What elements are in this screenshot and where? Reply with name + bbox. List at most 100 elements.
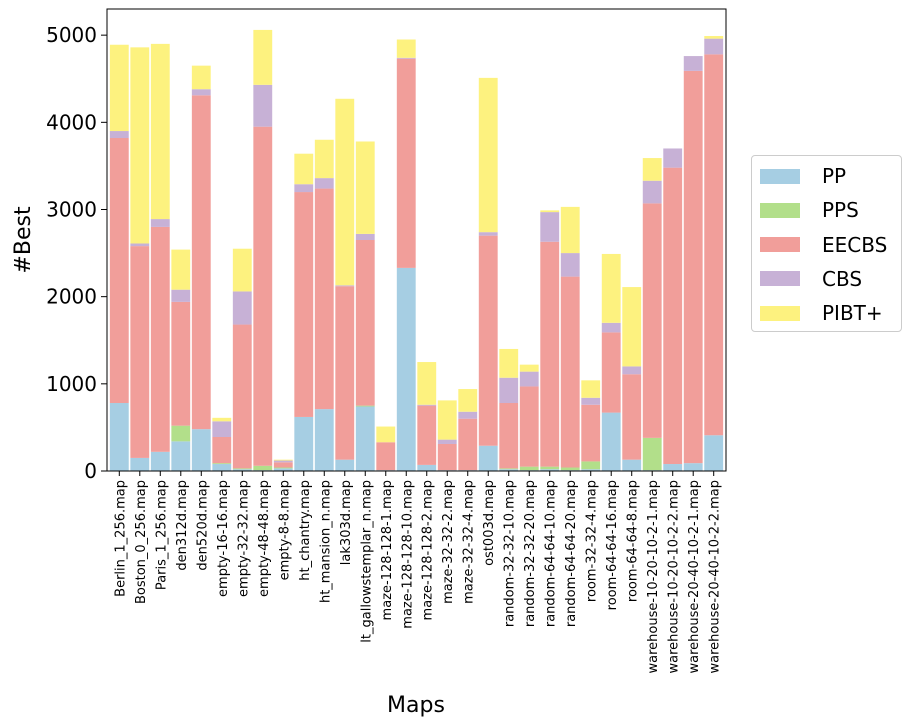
- bar-segment-pibt-23: [581, 380, 601, 398]
- bar-segment-pibt-19: [499, 348, 519, 378]
- bar-segment-pibt-5: [212, 417, 232, 422]
- bar-segment-pibt-11: [335, 98, 355, 286]
- x-tick-label: random-32-32-10.map: [503, 480, 518, 627]
- bar-segment-cbs-24: [601, 322, 621, 333]
- bar-segment-cbs-21: [540, 212, 560, 242]
- plot-frame: [106, 8, 727, 472]
- bar-segment-cbs-25: [622, 366, 642, 375]
- bar-segment-pp-0: [109, 403, 129, 471]
- bar-segment-cbs-2: [150, 219, 170, 227]
- bar-segment-eecbs-27: [663, 167, 683, 465]
- bars-layer: [109, 29, 724, 471]
- bar-segment-pp-27: [663, 464, 683, 471]
- bar-segment-cbs-8: [273, 460, 293, 463]
- x-tick-label: lt_gallowstemplar_n.map: [359, 480, 374, 643]
- bar-segment-pp-23: [581, 469, 601, 471]
- x-tick-label: room-64-64-16.map: [605, 480, 620, 610]
- bar-segment-cbs-15: [417, 404, 437, 406]
- bar-segment-pp-6: [232, 469, 252, 471]
- x-tick-label: maze-32-32-2.map: [441, 480, 456, 604]
- bar-segment-cbs-22: [560, 253, 580, 277]
- bar-segment-pibt-17: [458, 389, 478, 412]
- bar-segment-pps-22: [560, 467, 580, 471]
- bar-segment-eecbs-4: [191, 95, 211, 430]
- x-tick-label: empty-48-48.map: [257, 480, 272, 597]
- bar-segment-eecbs-21: [540, 241, 560, 467]
- bar-segment-cbs-4: [191, 89, 211, 96]
- x-tick-label: random-64-64-10.map: [544, 480, 559, 627]
- bar-segment-pps-8: [273, 467, 293, 469]
- bar-segment-pibt-16: [437, 400, 457, 440]
- x-tick-label: room-64-64-8.map: [626, 480, 641, 602]
- bar-segment-eecbs-22: [560, 276, 580, 468]
- bar-segment-eecbs-11: [335, 286, 355, 460]
- bar-segment-cbs-17: [458, 411, 478, 419]
- legend-label: PIBT+: [822, 301, 883, 326]
- bar-segment-pibt-26: [642, 158, 662, 181]
- bar-segment-pibt-3: [171, 249, 191, 290]
- legend-label: PPS: [822, 198, 859, 223]
- bar-segment-cbs-12: [355, 233, 375, 240]
- legend-swatch: [760, 305, 800, 321]
- bar-segment-pps-7: [253, 465, 273, 471]
- legend-label: EECBS: [822, 232, 888, 257]
- bar-segment-cbs-18: [478, 232, 498, 236]
- bar-segment-eecbs-6: [232, 324, 252, 469]
- bar-segment-pp-15: [417, 464, 437, 471]
- y-tick-label: 2000: [46, 285, 97, 309]
- x-tick-label: maze-128-128-1.map: [380, 480, 395, 620]
- bar-segment-cbs-20: [519, 371, 539, 387]
- bar-segment-pibt-15: [417, 362, 437, 405]
- bar-segment-eecbs-17: [458, 418, 478, 471]
- x-tick-label: warehouse-10-20-10-2-2.map: [667, 480, 682, 674]
- bar-segment-cbs-26: [642, 180, 662, 204]
- y-tick-label: 3000: [46, 197, 97, 221]
- x-tick-label: maze-32-32-4.map: [462, 480, 477, 604]
- bar-segment-pp-2: [150, 451, 170, 471]
- bar-segment-eecbs-7: [253, 126, 273, 466]
- bar-segment-pibt-22: [560, 206, 580, 254]
- x-tick-label: warehouse-20-40-10-2-1.map: [687, 480, 702, 674]
- legend-item-eecbs: EECBS: [760, 230, 887, 260]
- bar-segment-pps-26: [642, 437, 662, 471]
- x-tick-label: warehouse-10-20-10-2-1.map: [646, 480, 661, 674]
- bar-segment-pps-6: [232, 468, 252, 470]
- bar-segment-eecbs-16: [437, 443, 457, 471]
- x-tick-label: ost003d.map: [482, 480, 497, 566]
- bar-segment-pibt-2: [150, 43, 170, 220]
- bar-segment-pibt-0: [109, 44, 129, 132]
- bar-segment-pibt-1: [130, 47, 150, 244]
- bar-segment-pp-24: [601, 412, 621, 471]
- legend-swatch: [760, 202, 800, 218]
- bar-segment-cbs-6: [232, 291, 252, 325]
- bar-segment-eecbs-12: [355, 240, 375, 406]
- bar-segment-cbs-14: [396, 57, 416, 59]
- x-axis: Berlin_1_256.map Boston_0_256.map Paris_1_…: [113, 471, 723, 674]
- bar-segment-pibt-9: [294, 153, 314, 185]
- bar-segment-eecbs-23: [581, 404, 601, 462]
- bar-segment-pp-14: [396, 267, 416, 471]
- bar-segment-pp-21: [540, 469, 560, 471]
- bar-segment-pps-19: [499, 468, 519, 470]
- bar-segment-cbs-19: [499, 377, 519, 404]
- bar-segment-eecbs-1: [130, 246, 150, 458]
- x-tick-label: empty-32-32.map: [236, 480, 251, 597]
- bar-segment-cbs-0: [109, 131, 129, 139]
- bar-segment-eecbs-20: [519, 386, 539, 467]
- x-tick-label: empty-16-16.map: [216, 480, 231, 597]
- x-tick-label: maze-128-128-2.map: [421, 480, 436, 620]
- x-axis-label: Maps: [387, 693, 445, 718]
- y-tick-label: 5000: [46, 23, 97, 47]
- x-tick-label: random-32-32-20.map: [523, 480, 538, 627]
- x-tick-label: maze-128-128-10.map: [400, 480, 415, 629]
- bar-segment-pibt-25: [622, 287, 642, 367]
- bar-segment-eecbs-10: [314, 188, 334, 410]
- bar-segment-pibt-4: [191, 65, 211, 90]
- legend: PP PPS EECBS CBS PIBT+: [751, 155, 902, 332]
- bar-segment-cbs-16: [437, 439, 457, 444]
- bar-segment-pps-20: [519, 466, 539, 471]
- bar-segment-eecbs-29: [704, 54, 724, 436]
- y-axis-label: #Best: [11, 206, 36, 274]
- bar-segment-eecbs-14: [396, 58, 416, 268]
